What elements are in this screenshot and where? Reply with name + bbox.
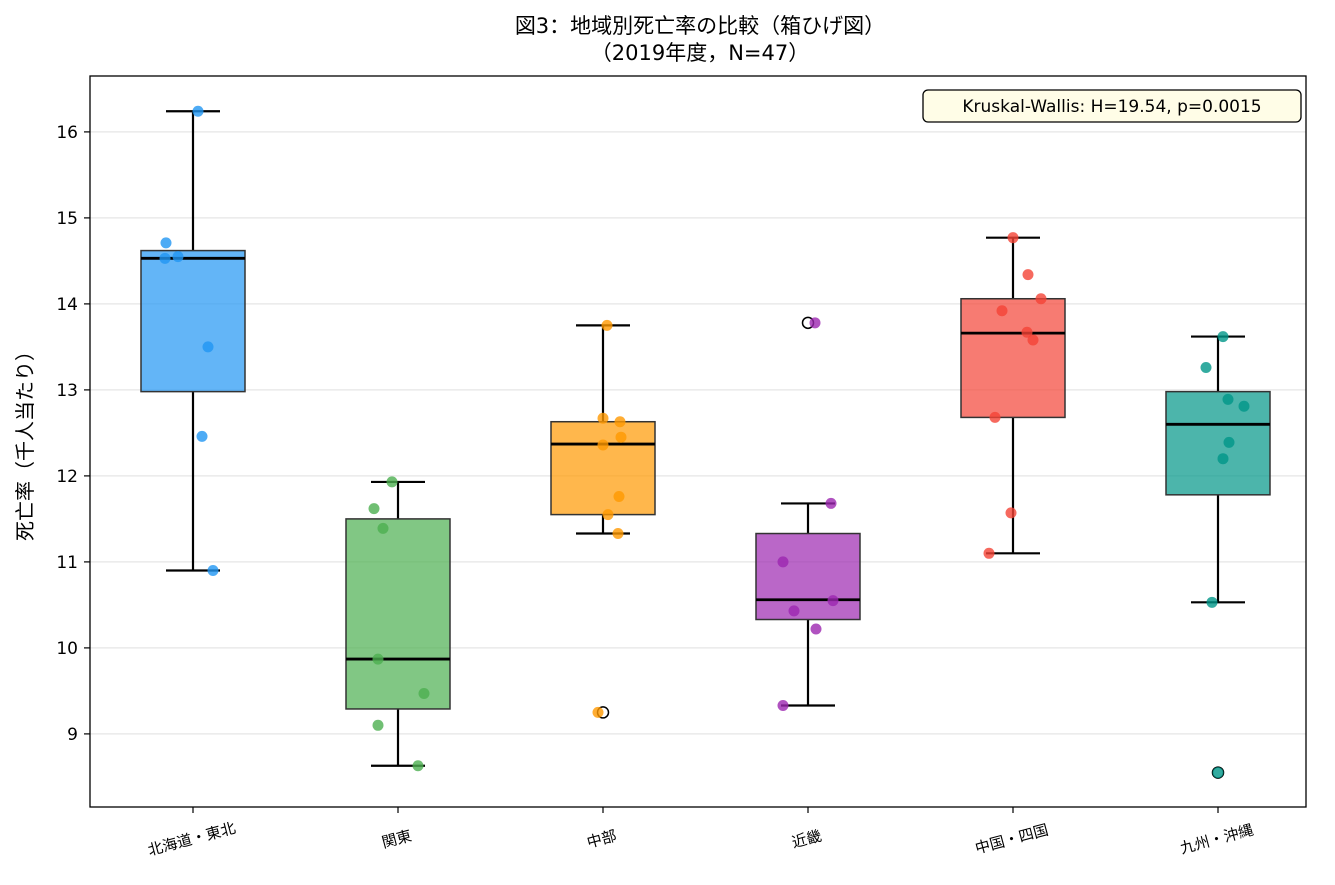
- box: [140, 249, 246, 393]
- data-point: [1022, 269, 1034, 281]
- data-point: [777, 700, 789, 712]
- data-point: [1223, 436, 1235, 448]
- data-point: [1200, 362, 1212, 374]
- box: [550, 420, 656, 516]
- data-point: [372, 653, 384, 665]
- boxes: [140, 249, 1271, 779]
- x-tick-label: 中国・四国: [973, 821, 1050, 858]
- data-point: [788, 605, 800, 617]
- data-point: [612, 528, 624, 540]
- data-point: [202, 341, 214, 353]
- data-point: [207, 565, 219, 576]
- y-tick-label: 14: [56, 295, 78, 315]
- data-point: [615, 431, 627, 443]
- data-point: [1027, 334, 1039, 346]
- box: [345, 518, 451, 710]
- axis-ticks: 9 10 11 12 13 14 15 16 北海道・東北 関東 中部 近畿 中国・四国 九州・沖縄: [56, 123, 1255, 860]
- x-tick-label: 関東: [380, 827, 414, 852]
- y-tick-label: 10: [56, 639, 78, 659]
- data-point: [777, 556, 789, 568]
- data-point: [825, 497, 837, 509]
- data-point: [597, 412, 609, 424]
- data-point: [368, 503, 380, 515]
- data-point: [196, 430, 208, 442]
- box: [1165, 390, 1271, 496]
- x-tick-label: 北海道・東北: [146, 819, 238, 860]
- y-tick-label: 12: [56, 467, 78, 487]
- data-point: [613, 491, 625, 503]
- data-point: [996, 305, 1008, 317]
- x-tick-label: 中部: [585, 827, 619, 852]
- y-tick-label: 16: [56, 123, 78, 143]
- data-point: [809, 317, 821, 329]
- whiskers: [166, 110, 1245, 767]
- data-point: [827, 595, 839, 607]
- data-point: [159, 252, 171, 264]
- gridlines: [90, 131, 1306, 735]
- data-point: [172, 251, 184, 263]
- data-point: [592, 706, 604, 718]
- data-point: [1005, 507, 1017, 519]
- y-tick-label: 15: [56, 209, 78, 229]
- x-tick-label: 九州・沖縄: [1178, 821, 1255, 858]
- data-point: [1206, 596, 1218, 608]
- data-point: [160, 237, 172, 249]
- stat-annotation-text: Kruskal-Wallis: H=19.54, p=0.0015: [962, 97, 1261, 117]
- data-point: [810, 623, 822, 635]
- y-axis-label: 死亡率（千人当たり）: [13, 341, 37, 541]
- data-point: [614, 416, 626, 428]
- box: [960, 297, 1066, 419]
- plot-frame: [89, 75, 1307, 808]
- y-tick-label: 11: [56, 553, 78, 573]
- data-point: [601, 319, 613, 331]
- data-point: [1007, 232, 1019, 244]
- data-point: [386, 476, 398, 488]
- chart-title: 図3：地域別死亡率の比較（箱ひげ図）: [515, 14, 885, 38]
- data-point: [418, 687, 430, 699]
- data-point: [377, 522, 389, 534]
- data-point: [1217, 453, 1229, 465]
- y-tick-label: 9: [67, 725, 78, 745]
- y-tick-label: 13: [56, 381, 78, 401]
- data-point: [192, 105, 204, 117]
- data-point: [1021, 326, 1033, 338]
- data-point: [1222, 393, 1234, 405]
- data-point: [597, 439, 609, 451]
- data-point: [1035, 293, 1047, 305]
- data-point: [989, 411, 1001, 423]
- stat-annotation: Kruskal-Wallis: H=19.54, p=0.0015: [922, 89, 1302, 123]
- data-point: [1238, 400, 1250, 412]
- box: [755, 532, 861, 621]
- data-point: [602, 509, 614, 521]
- data-point: [1217, 331, 1229, 343]
- data-point: [412, 760, 424, 772]
- x-tick-label: 近畿: [790, 827, 824, 852]
- data-points: [159, 105, 1250, 779]
- data-point: [983, 547, 995, 559]
- chart-subtitle: （2019年度，N=47）: [591, 41, 809, 65]
- stat-annotation-box: [922, 89, 1302, 123]
- data-point: [1212, 767, 1224, 779]
- data-point: [372, 719, 384, 731]
